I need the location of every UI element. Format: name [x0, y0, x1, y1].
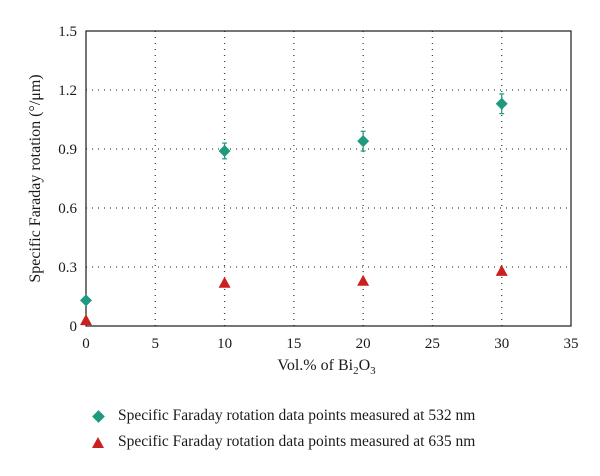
y-tick-label: 1.5 — [58, 24, 77, 40]
diamond-marker-icon — [88, 408, 108, 424]
data-point-diamond — [218, 144, 231, 157]
y-tick-label: 0.3 — [58, 260, 77, 276]
y-axis-label: Specific Faraday rotation (°/μm) — [27, 74, 44, 282]
x-tick-label: 5 — [152, 336, 160, 352]
legend-label-532nm: Specific Faraday rotation data points me… — [118, 407, 476, 424]
y-axis-ticks: 0 0.3 0.6 0.9 1.2 1.5 — [58, 24, 77, 335]
y-tick-label: 1.2 — [58, 83, 77, 99]
plot-frame — [85, 30, 572, 327]
grid-lines — [86, 31, 571, 326]
legend-item-635nm: Specific Faraday rotation data points me… — [88, 429, 475, 455]
triangle-marker-icon — [88, 434, 108, 450]
x-axis-label: Vol.% of Bi2O3 — [277, 357, 376, 377]
data-point-triangle — [357, 274, 370, 286]
data-point-triangle — [218, 276, 231, 288]
chart-canvas: 0 5 10 15 20 25 30 35 0 0.3 0.6 0.9 1.2 1.5 Specific… — [27, 24, 579, 377]
x-tick-label: 0 — [82, 336, 90, 352]
y-tick-label: 0 — [70, 319, 78, 335]
x-axis-ticks: 0 5 10 15 20 25 30 35 — [82, 336, 578, 352]
y-tick-label: 0.6 — [58, 201, 77, 217]
x-tick-label: 35 — [564, 336, 579, 352]
x-tick-label: 15 — [286, 336, 301, 352]
data-point-triangle — [80, 314, 92, 326]
x-tick-label: 20 — [356, 336, 371, 352]
legend-item-532nm: Specific Faraday rotation data points me… — [88, 403, 475, 429]
data-point-diamond — [495, 97, 508, 110]
data-point-triangle — [495, 264, 508, 276]
series-0 — [80, 93, 508, 307]
series-1 — [80, 264, 508, 326]
chart-legend: Specific Faraday rotation data points me… — [88, 403, 475, 455]
x-tick-label: 10 — [217, 336, 232, 352]
y-tick-label: 0.9 — [58, 142, 77, 158]
x-tick-label: 25 — [425, 336, 440, 352]
legend-label-635nm: Specific Faraday rotation data points me… — [118, 433, 476, 450]
x-tick-label: 30 — [494, 336, 509, 352]
data-point-diamond — [80, 294, 92, 307]
data-marks — [80, 93, 508, 326]
data-point-diamond — [357, 135, 370, 148]
